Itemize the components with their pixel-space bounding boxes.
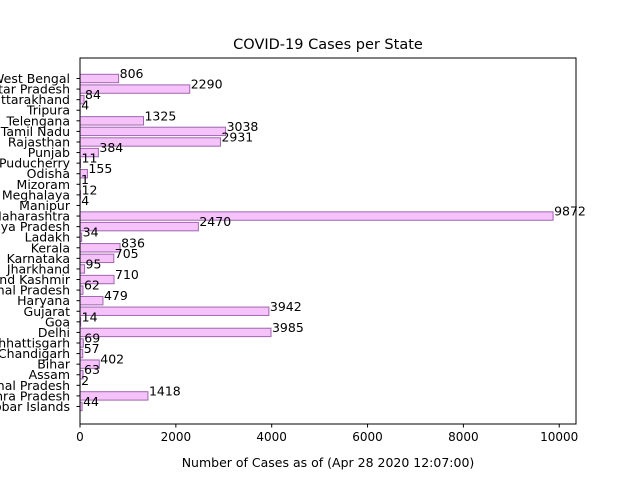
category-label: Haryana xyxy=(17,293,70,308)
category-label: Karnataka xyxy=(7,251,70,266)
value-label: 9872 xyxy=(554,204,586,219)
value-label: 3942 xyxy=(270,299,302,314)
category-label: Punjab xyxy=(28,145,70,160)
x-tick-label: 10000 xyxy=(540,430,578,444)
value-label: 34 xyxy=(83,225,99,240)
value-label: 63 xyxy=(84,362,100,377)
value-label: 2470 xyxy=(199,214,231,229)
x-tick-label: 0 xyxy=(76,430,84,444)
category-label: Telengana xyxy=(6,113,70,128)
category-label: Manipur xyxy=(19,198,71,213)
value-label: 11 xyxy=(82,151,98,166)
value-label: 12 xyxy=(82,182,98,197)
bar xyxy=(79,295,104,306)
value-label: 1418 xyxy=(149,383,181,398)
category-label: Arunachal Pradesh xyxy=(0,378,70,393)
category-label: Mizoram xyxy=(17,177,70,192)
value-label: 155 xyxy=(88,161,112,176)
value-label: 69 xyxy=(84,331,100,346)
value-label: 402 xyxy=(100,352,124,367)
value-label: 62 xyxy=(84,278,100,293)
value-label: 2 xyxy=(81,373,89,388)
category-label: Odisha xyxy=(27,166,70,181)
value-label: 3038 xyxy=(227,119,259,134)
chart-title: COVID-19 Cases per State xyxy=(233,37,423,53)
value-label: 14 xyxy=(82,309,98,324)
value-label: 1 xyxy=(81,172,89,187)
value-label: 3985 xyxy=(272,320,304,335)
category-label: Ladakh xyxy=(25,230,70,245)
x-tick-label: 6000 xyxy=(352,430,383,444)
value-label: 710 xyxy=(115,267,139,282)
value-label: 806 xyxy=(120,66,144,81)
value-label: 2290 xyxy=(191,77,223,92)
bar xyxy=(79,116,144,126)
category-label: Andhra Pradesh xyxy=(0,388,70,403)
x-tick-label: 4000 xyxy=(256,430,287,444)
category-label: Assam xyxy=(29,367,70,382)
bar xyxy=(79,126,227,137)
category-label: Andaman and Nicobar Islands xyxy=(0,399,70,414)
value-label: 84 xyxy=(85,87,101,102)
category-label: Jharkhand xyxy=(6,261,70,276)
value-label: 384 xyxy=(99,140,123,155)
value-label: 4 xyxy=(81,193,89,208)
category-label: Madhya Pradesh xyxy=(0,219,70,234)
category-label: Tripura xyxy=(26,103,70,118)
bar xyxy=(79,306,270,316)
category-label: Delhi xyxy=(38,325,70,340)
value-label: 836 xyxy=(121,235,145,250)
category-label: Himachal Pradesh xyxy=(0,283,70,298)
category-label: Jammu and Kashmir xyxy=(0,272,71,287)
bar xyxy=(79,211,554,221)
bar xyxy=(79,327,272,338)
category-label: Maharashtra xyxy=(0,209,70,224)
bar xyxy=(79,264,86,274)
x-tick-label: 8000 xyxy=(448,430,479,444)
value-label: 44 xyxy=(83,394,99,409)
value-label: 705 xyxy=(115,246,139,261)
plot-frame xyxy=(79,57,577,425)
value-label: 1325 xyxy=(144,108,176,123)
category-label: Rajasthan xyxy=(8,134,70,149)
x-tick-label: 2000 xyxy=(161,430,192,444)
category-label: Gujarat xyxy=(24,304,71,319)
category-label: Tamil Nadu xyxy=(0,124,70,139)
category-label: Bihar xyxy=(37,357,71,372)
value-label: 95 xyxy=(86,256,102,271)
category-label: Puducherry xyxy=(0,156,71,171)
value-label: 479 xyxy=(104,288,128,303)
value-label: 4 xyxy=(81,98,89,113)
value-label: 57 xyxy=(84,341,100,356)
value-label: 2931 xyxy=(221,129,253,144)
category-label: Uttar Pradesh xyxy=(0,82,70,97)
x-axis-label: Number of Cases as of (Apr 28 2020 12:07… xyxy=(182,455,475,470)
category-label: Chhattisgarh xyxy=(0,336,70,351)
bar xyxy=(79,73,120,84)
category-label: Kerala xyxy=(31,240,70,255)
category-label: Goa xyxy=(45,314,70,329)
category-label: Meghalaya xyxy=(2,187,70,202)
category-label: Chandigarh xyxy=(0,346,70,361)
category-label: West Bengal xyxy=(0,71,70,86)
category-label: Uttarakhand xyxy=(0,92,70,107)
